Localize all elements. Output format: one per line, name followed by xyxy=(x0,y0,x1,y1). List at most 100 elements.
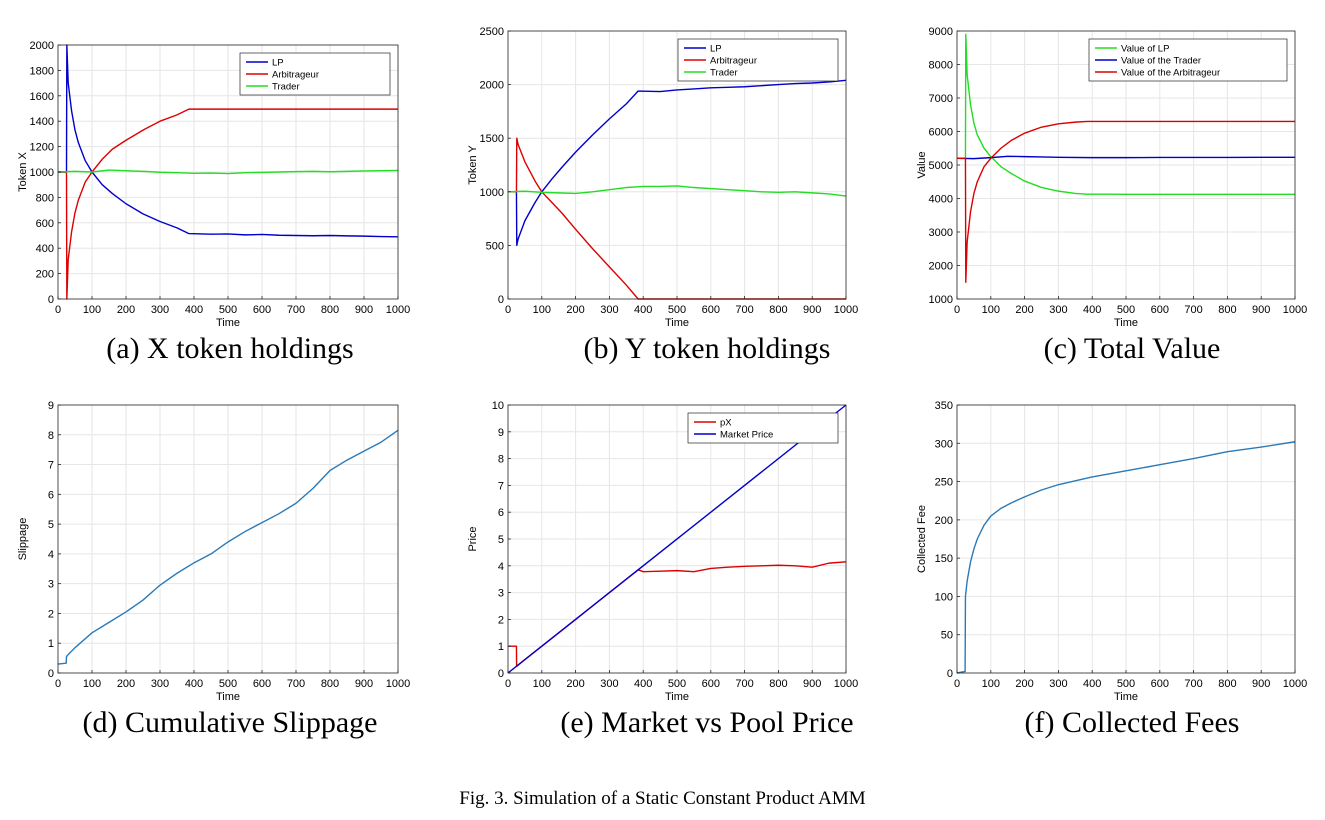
x-tick-label: 700 xyxy=(1184,678,1202,690)
legend-box xyxy=(687,412,839,444)
legend-label: Value of the Trader xyxy=(1121,56,1201,67)
x-tick-label: 900 xyxy=(355,678,373,690)
x-tick-label: 400 xyxy=(1083,678,1101,690)
x-tick-label: 800 xyxy=(769,304,787,316)
x-tick-label: 700 xyxy=(735,304,753,316)
x-tick-label: 600 xyxy=(702,304,720,316)
legend-label: Arbitrageur xyxy=(710,56,757,67)
caption-b: (b) Y token holdings xyxy=(583,332,831,365)
x-tick-label: 800 xyxy=(321,678,339,690)
y-tick-label: 6 xyxy=(48,489,54,501)
y-tick-label: 2500 xyxy=(480,26,504,38)
caption-d: (d) Cumulative Slippage xyxy=(82,706,378,739)
x-tick-label: 200 xyxy=(117,304,135,316)
x-tick-label: 900 xyxy=(1252,678,1270,690)
y-tick-label: 8000 xyxy=(929,60,953,72)
y-axis-label: Collected Fee xyxy=(916,505,928,573)
y-tick-label: 5 xyxy=(48,519,54,531)
x-tick-label: 600 xyxy=(1151,678,1169,690)
legend-label: Value of the Arbitrageur xyxy=(1121,68,1220,79)
y-axis-label: Price xyxy=(467,526,479,551)
x-tick-label: 500 xyxy=(219,678,237,690)
series-line-trader xyxy=(507,185,847,197)
x-tick-label: 700 xyxy=(1184,304,1202,316)
x-tick-label: 500 xyxy=(1117,304,1135,316)
series-line-trader xyxy=(57,169,399,175)
y-tick-label: 8 xyxy=(48,430,54,442)
y-tick-label: 250 xyxy=(935,477,953,489)
y-tick-label: 3000 xyxy=(929,227,953,239)
series-line-value-of-the-arbitrageur xyxy=(957,120,1295,283)
y-tick-label: 2 xyxy=(498,614,504,626)
x-tick-label: 400 xyxy=(185,678,203,690)
legend-label: LP xyxy=(710,44,722,55)
x-tick-label: 300 xyxy=(1049,678,1067,690)
x-tick-label: 1000 xyxy=(1283,304,1307,316)
series-line-arbitrageur xyxy=(58,108,398,300)
series-line-lp xyxy=(508,79,847,247)
y-tick-label: 4 xyxy=(48,549,54,561)
x-tick-label: 400 xyxy=(634,304,652,316)
y-tick-label: 1800 xyxy=(30,65,54,77)
y-tick-label: 150 xyxy=(935,553,953,565)
x-tick-label: 200 xyxy=(1015,304,1033,316)
series-line-value-of-lp xyxy=(957,33,1295,196)
y-tick-label: 5000 xyxy=(929,160,953,172)
x-tick-label: 800 xyxy=(321,304,339,316)
series-line-lp xyxy=(58,44,399,238)
legend-label: Market Price xyxy=(720,430,773,441)
x-tick-label: 800 xyxy=(1218,678,1236,690)
x-tick-label: 700 xyxy=(287,304,305,316)
x-tick-label: 900 xyxy=(1252,304,1270,316)
y-tick-label: 800 xyxy=(36,192,54,204)
y-tick-label: 3 xyxy=(48,579,54,591)
x-tick-label: 0 xyxy=(55,304,61,316)
x-tick-label: 0 xyxy=(505,304,511,316)
y-tick-label: 1 xyxy=(498,641,504,653)
x-axis-label: Time xyxy=(216,317,240,329)
x-tick-label: 1000 xyxy=(386,304,410,316)
legend-box xyxy=(1088,38,1288,82)
x-tick-label: 1000 xyxy=(386,678,410,690)
x-tick-label: 100 xyxy=(533,678,551,690)
caption-c: (c) Total Value xyxy=(1043,332,1221,365)
x-tick-label: 300 xyxy=(600,678,618,690)
y-tick-label: 1200 xyxy=(30,142,54,154)
x-tick-label: 500 xyxy=(219,304,237,316)
y-tick-label: 200 xyxy=(935,515,953,527)
y-tick-label: 0 xyxy=(498,668,504,680)
legend-label: LP xyxy=(272,58,284,69)
x-tick-label: 300 xyxy=(600,304,618,316)
chart-c: 0 100 200 300 400 500 600 700 800 900 1000 1000 2000… xyxy=(916,26,1307,329)
y-tick-label: 0 xyxy=(947,668,953,680)
figure-caption: Fig. 3. Simulation of a Static Constant … xyxy=(459,788,866,809)
chart-a: 0 100 200 300 400 500 600 700 800 900 1000 0 200 400 6… xyxy=(17,40,410,329)
x-tick-label: 100 xyxy=(982,678,1000,690)
y-tick-label: 4000 xyxy=(929,194,953,206)
y-tick-label: 5 xyxy=(498,534,504,546)
y-axis-label: Token Y xyxy=(467,145,479,185)
y-tick-label: 9 xyxy=(48,400,54,412)
caption-f: (f) Collected Fees xyxy=(1024,706,1240,739)
y-tick-label: 9000 xyxy=(929,26,953,38)
x-tick-label: 900 xyxy=(803,678,821,690)
y-tick-label: 2 xyxy=(48,608,54,620)
legend-label: Arbitrageur xyxy=(272,70,319,81)
series-line-value-of-the-trader xyxy=(956,155,1295,160)
y-tick-label: 1600 xyxy=(30,91,54,103)
x-tick-label: 500 xyxy=(1117,678,1135,690)
x-tick-label: 200 xyxy=(117,678,135,690)
x-tick-label: 0 xyxy=(505,678,511,690)
x-tick-label: 200 xyxy=(566,304,584,316)
y-tick-label: 0 xyxy=(48,294,54,306)
y-tick-label: 2000 xyxy=(480,80,504,92)
y-tick-label: 2000 xyxy=(929,261,953,273)
x-tick-label: 600 xyxy=(1151,304,1169,316)
y-axis-label: Token X xyxy=(17,151,29,191)
chart-d: 0 100 200 300 400 500 600 700 800 900 1000 0 1 2 3 4 5 6 7… xyxy=(17,400,410,703)
y-tick-label: 1500 xyxy=(480,133,504,145)
x-tick-label: 400 xyxy=(1083,304,1101,316)
